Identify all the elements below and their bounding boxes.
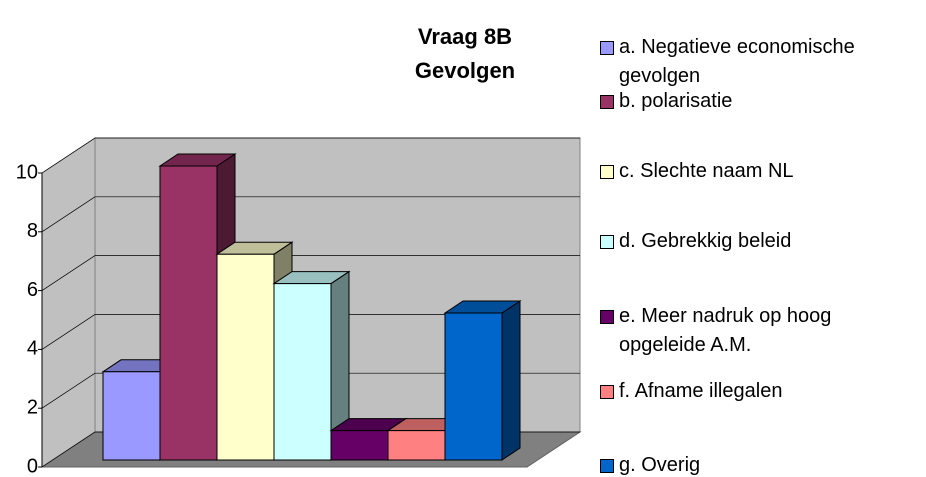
legend-entry: b. polarisatie xyxy=(600,87,920,116)
y-tick-label: 2 xyxy=(27,396,38,418)
grid-line xyxy=(41,314,96,350)
legend-entry: g. Overig xyxy=(600,451,920,477)
y-tick-label: 6 xyxy=(27,279,38,301)
bar-front xyxy=(216,253,275,461)
legend-entry: e. Meer nadruk op hoog opgeleide A.M. xyxy=(600,302,920,360)
bar-side xyxy=(501,300,521,461)
legend-swatch xyxy=(600,459,614,473)
legend-swatch xyxy=(600,165,614,179)
chart-title: Vraag 8B Gevolgen xyxy=(414,24,516,83)
grid-line xyxy=(41,255,96,291)
legend-label: c. Slechte naam NL xyxy=(619,160,794,182)
bar-front xyxy=(387,430,446,461)
side-wall xyxy=(41,137,96,468)
bar-front xyxy=(102,371,161,461)
y-tick-label: 8 xyxy=(27,220,38,242)
bar xyxy=(272,270,351,461)
legend-label: b. polarisatie xyxy=(619,90,733,112)
legend-swatch xyxy=(600,385,614,399)
legend-swatch xyxy=(600,41,614,55)
bar-front xyxy=(273,283,332,461)
bar-front xyxy=(159,165,218,461)
legend-entry: f. Afname illegalen xyxy=(600,377,920,406)
legend-label: e. Meer nadruk op hoog opgeleide A.M. xyxy=(619,305,832,356)
bar xyxy=(443,300,522,461)
y-tick-label: 4 xyxy=(27,338,38,360)
bar-front xyxy=(330,430,389,461)
legend-entry: c. Slechte naam NL xyxy=(600,157,920,186)
legend-label: g. Overig xyxy=(619,454,701,476)
legend-entry: d. Gebrekkig beleid xyxy=(600,227,920,256)
legend-swatch xyxy=(600,310,614,324)
legend-label: d. Gebrekkig beleid xyxy=(619,230,792,252)
legend-swatch xyxy=(600,235,614,249)
grid-line xyxy=(41,137,96,174)
bar-front xyxy=(444,312,503,461)
grid-line xyxy=(41,196,96,233)
grid-line xyxy=(41,431,96,468)
y-tick-label: 0 xyxy=(27,455,38,477)
y-tick-label: 10 xyxy=(16,161,38,183)
legend-label: f. Afname illegalen xyxy=(619,380,783,402)
legend-label: a. Negatieve economische gevolgen xyxy=(619,36,855,87)
grid-line xyxy=(41,372,96,409)
legend-entry: a. Negatieve economische gevolgen xyxy=(600,33,920,91)
legend-swatch xyxy=(600,95,614,109)
